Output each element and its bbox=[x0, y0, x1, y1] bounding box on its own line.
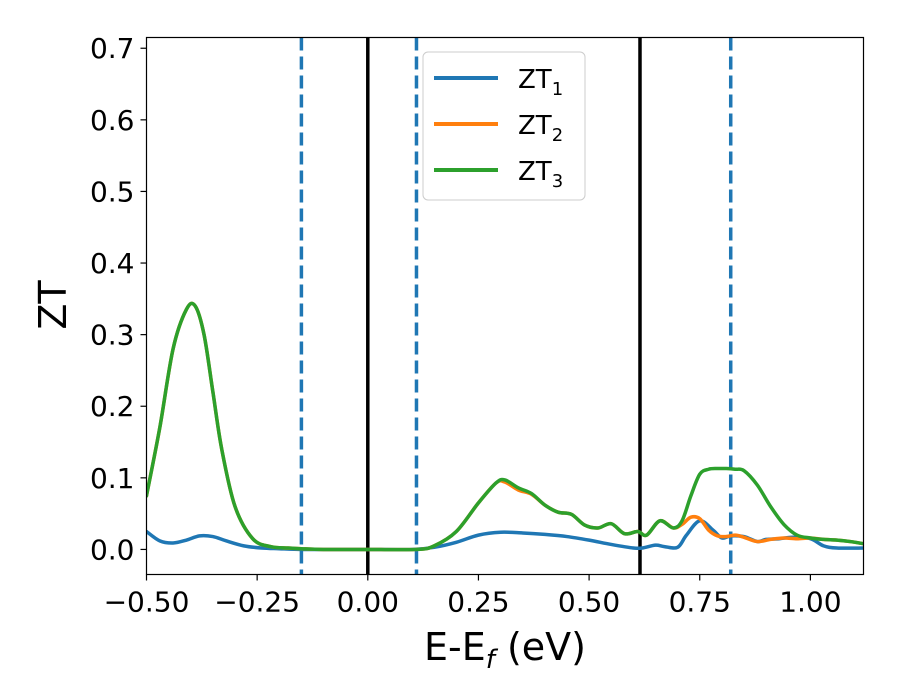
legend-label-zt2-main: ZT bbox=[518, 111, 552, 141]
x-tick-label: 1.00 bbox=[779, 586, 841, 619]
y-tick-label: 0.2 bbox=[90, 390, 135, 423]
x-axis-title-main: E-E bbox=[424, 625, 486, 669]
x-tick-label: 0.50 bbox=[558, 586, 620, 619]
legend-label-zt2: ZT2 bbox=[518, 111, 563, 146]
x-axis-title: E-Ef (eV) bbox=[424, 625, 586, 675]
y-tick-label: 0.0 bbox=[90, 533, 135, 566]
legend: ZT1 ZT2 ZT3 bbox=[422, 51, 586, 201]
y-tick-label: 0.6 bbox=[90, 104, 135, 137]
y-tick-label: 0.1 bbox=[90, 462, 135, 495]
x-tick-label: 0.25 bbox=[447, 586, 509, 619]
x-tick-label: 0.75 bbox=[669, 586, 731, 619]
plot-frame bbox=[145, 36, 865, 576]
y-tick-label: 0.4 bbox=[90, 247, 135, 280]
y-tick-label: 0.3 bbox=[90, 319, 135, 352]
y-axis-title-text: ZT bbox=[31, 280, 75, 330]
legend-label-zt3: ZT3 bbox=[518, 157, 563, 192]
x-axis-ticks: −0.50 −0.25 0.00 0.25 0.50 0.75 1.00 bbox=[104, 574, 842, 619]
y-axis-title: ZT bbox=[31, 280, 75, 330]
y-axis-ticks: 0.0 0.1 0.2 0.3 0.4 0.5 0.6 0.7 bbox=[90, 32, 147, 566]
legend-label-zt1-main: ZT bbox=[518, 65, 552, 95]
legend-label-zt3-sub: 3 bbox=[552, 171, 563, 192]
plot-area bbox=[146, 37, 864, 575]
legend-label-zt1: ZT1 bbox=[518, 65, 563, 100]
legend-label-zt3-main: ZT bbox=[518, 157, 552, 187]
x-tick-label: 0.00 bbox=[337, 586, 399, 619]
legend-frame bbox=[422, 51, 586, 201]
x-axis-title-unit: (eV) bbox=[495, 625, 586, 669]
series-line-zt3 bbox=[146, 301, 864, 552]
legend-label-zt1-sub: 1 bbox=[552, 79, 563, 100]
x-tick-label: −0.25 bbox=[214, 586, 300, 619]
y-tick-label: 0.5 bbox=[90, 175, 135, 208]
legend-label-zt2-sub: 2 bbox=[552, 125, 563, 146]
x-tick-label: −0.50 bbox=[104, 586, 190, 619]
y-tick-label: 0.7 bbox=[90, 32, 135, 65]
